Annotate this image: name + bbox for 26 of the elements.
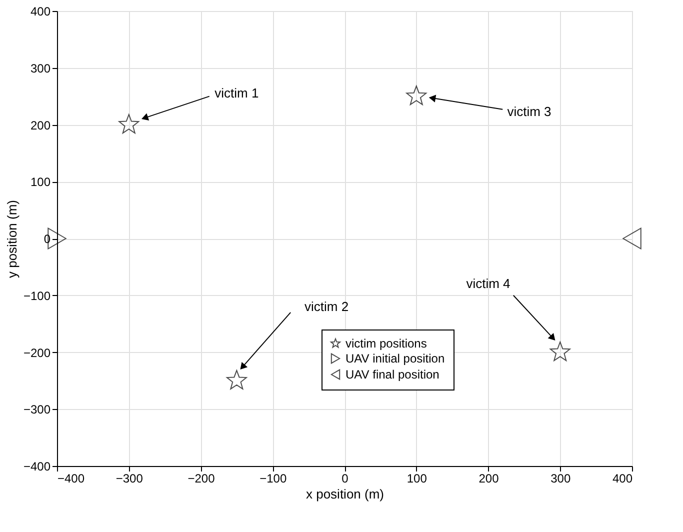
x-tick-label: 400 (612, 472, 633, 486)
x-tick-label: −200 (188, 472, 216, 486)
x-tick-label: 200 (478, 472, 500, 486)
x-axis-title: x position (m) (306, 486, 384, 502)
annotation: victim 4 (466, 276, 510, 291)
legend-label: UAV initial position (346, 352, 445, 366)
y-tick-label: 200 (30, 118, 51, 132)
x-tick-label: −300 (116, 472, 144, 486)
y-tick-label: −300 (23, 402, 51, 417)
x-tick-label: 300 (550, 472, 571, 486)
legend-label: UAV final position (346, 368, 440, 382)
x-tick-label: 0 (342, 472, 349, 486)
x-tick-label: −400 (58, 472, 85, 486)
y-tick-label: 400 (30, 4, 51, 18)
y-tick-label: −100 (23, 288, 51, 303)
y-tick-label: −200 (23, 346, 51, 360)
y-axis-title: y position (m) (4, 200, 20, 278)
y-tick-label: 100 (30, 175, 51, 190)
x-tick-label: 100 (406, 472, 428, 486)
annotation: victim 2 (304, 298, 349, 314)
x-tick-label: −100 (260, 472, 287, 486)
y-tick-label: −400 (23, 460, 51, 474)
y-tick-label: 300 (30, 61, 51, 76)
annotation: victim 1 (214, 85, 259, 100)
legend-label: victim positions (346, 336, 427, 350)
annotation: victim 3 (507, 104, 552, 120)
